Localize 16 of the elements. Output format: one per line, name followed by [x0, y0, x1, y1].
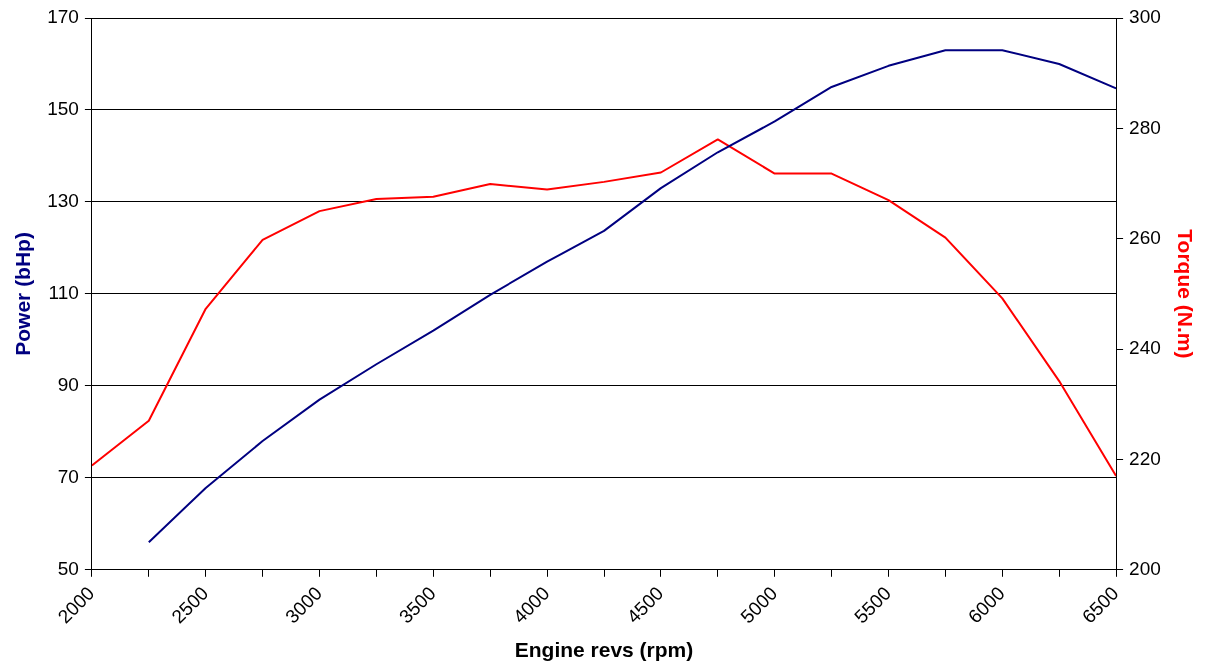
y-tick-label: 130 [47, 190, 79, 212]
y-tick-label: 50 [57, 558, 79, 580]
y-axis-title: Power (bHp) [11, 232, 35, 356]
y-tick-label: 150 [47, 98, 79, 120]
y2-tick-label: 300 [1129, 6, 1161, 28]
y-tick-label: 110 [48, 282, 79, 304]
y-tick-label: 70 [57, 466, 79, 488]
y2-tick-label: 200 [1129, 558, 1161, 580]
y2-tick-label: 220 [1129, 447, 1161, 469]
y2-tick-label: 280 [1129, 116, 1161, 138]
y-tick-label: 170 [47, 6, 79, 28]
y2-tick-label: 240 [1129, 337, 1161, 359]
y-tick-label: 90 [57, 374, 79, 396]
y2-axis-title: Torque (N.m) [1173, 229, 1197, 359]
x-axis-title: Engine revs (rpm) [514, 638, 694, 662]
y2-tick-label: 260 [1129, 226, 1161, 248]
